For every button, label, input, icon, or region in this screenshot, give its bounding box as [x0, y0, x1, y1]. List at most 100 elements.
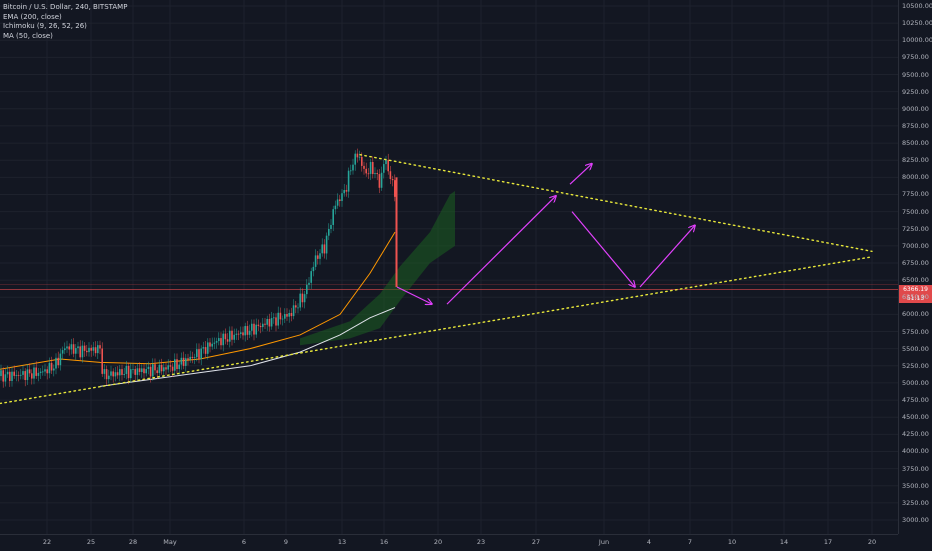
candle-body: [108, 375, 110, 380]
candle-body: [145, 369, 147, 374]
x-tick-label: 23: [476, 538, 486, 546]
candle-body: [68, 346, 70, 350]
y-tick-label: 3750.00: [902, 464, 929, 473]
candle-body: [193, 357, 196, 358]
projection-arrow: [446, 196, 556, 305]
candle-body: [259, 325, 262, 328]
candle-body: [391, 178, 394, 181]
x-tick-label: 22: [42, 538, 52, 546]
candle-body: [284, 313, 286, 319]
candle-body: [17, 374, 20, 376]
candle-body: [31, 373, 33, 379]
candle-body: [385, 159, 387, 165]
candle-body: [347, 170, 350, 192]
y-tick-label: 9750.00: [902, 53, 929, 62]
candle-body: [79, 346, 81, 358]
ema-line: [0, 231, 396, 370]
legend-indicator-ma[interactable]: MA (50, close): [3, 31, 53, 40]
candle-body: [273, 317, 275, 319]
price-axis[interactable]: 6366.19 51:13 10500.00 10250.00 10000.00 97…: [898, 0, 932, 534]
candle-body: [237, 333, 240, 335]
candle-body: [242, 332, 244, 336]
candle-body: [229, 330, 231, 342]
candle-body: [213, 342, 216, 344]
x-tick-label: 28: [128, 538, 138, 546]
candle-body: [66, 346, 68, 349]
candle-body: [57, 357, 59, 366]
candle-body: [268, 318, 271, 327]
trendline: [0, 256, 873, 405]
candle-body: [343, 190, 345, 194]
y-tick-label: 8000.00: [902, 173, 929, 182]
candle-body: [152, 364, 154, 377]
x-tick-label: 7: [687, 538, 693, 546]
candle-body: [209, 342, 211, 347]
time-axis[interactable]: 22 25 28 May 6 9 13 16 20 23 27 Jun 4 7 10 14 17 20: [0, 534, 898, 551]
chart-legend: Bitcoin / U.S. Dollar, 240, BITSTAMP EMA…: [3, 3, 127, 41]
candle-body: [143, 368, 145, 374]
candle-body: [389, 171, 392, 179]
candle-body: [204, 347, 207, 354]
candle-body: [121, 369, 123, 375]
x-tick-label: 14: [779, 538, 789, 546]
candle-body: [312, 266, 315, 272]
y-tick-label: 6500.00: [902, 276, 929, 285]
current-price-badge: 6366.19: [899, 284, 932, 294]
candle-body: [279, 312, 282, 320]
candle-body: [136, 368, 139, 375]
candle-body: [361, 156, 363, 166]
ma-line: [99, 307, 396, 387]
candle-body: [158, 364, 161, 373]
candle-body: [105, 369, 108, 380]
candle-body: [314, 255, 317, 267]
x-tick-label: 10: [727, 538, 737, 546]
y-tick-label: 10250.00: [902, 19, 932, 28]
candle-body: [200, 348, 202, 359]
candle-body: [292, 305, 295, 317]
y-tick-label: 5750.00: [902, 327, 929, 336]
candle-body: [345, 190, 348, 192]
price-chart[interactable]: [0, 0, 898, 534]
candle-body: [231, 330, 233, 340]
candle-body: [22, 371, 24, 375]
candle-body: [295, 305, 297, 308]
candle-body: [167, 365, 169, 370]
candle-body: [174, 359, 176, 371]
candle-body: [290, 313, 293, 317]
candle-body: [328, 228, 330, 236]
candle-body: [387, 159, 389, 172]
candle-body: [281, 318, 284, 320]
candle-body: [251, 323, 253, 331]
candle-body: [176, 359, 178, 370]
candle-body: [266, 318, 268, 325]
x-tick-label: 6: [241, 538, 247, 546]
candle-body: [367, 173, 370, 175]
candle-body: [323, 244, 326, 254]
y-tick-label: 5500.00: [902, 344, 929, 353]
candle-body: [339, 199, 341, 202]
candle-body: [191, 356, 194, 358]
candle-body: [178, 364, 180, 370]
candle-body: [198, 349, 200, 359]
candle-body: [325, 235, 328, 254]
candle-body: [264, 323, 266, 325]
candle-body: [308, 282, 310, 285]
legend-indicator-ichimoku[interactable]: Ichimoku (9, 26, 52, 26): [3, 22, 87, 30]
candle-body: [77, 346, 79, 349]
candle-body: [127, 365, 130, 379]
y-tick-label: 10000.00: [902, 36, 932, 45]
candle-body: [189, 356, 191, 360]
candle-body: [169, 365, 172, 367]
candle-body: [270, 318, 273, 327]
candle-body: [240, 332, 242, 334]
candle-body: [28, 369, 31, 374]
x-tick-label: 27: [531, 538, 541, 546]
legend-indicator-ema[interactable]: EMA (200, close): [3, 12, 62, 21]
candle-body: [262, 323, 264, 328]
candle-body: [154, 364, 156, 371]
candle-body: [220, 338, 222, 346]
candle-body: [297, 307, 299, 309]
candle-body: [319, 253, 321, 259]
candle-body: [123, 374, 125, 375]
candle-body: [185, 358, 187, 366]
